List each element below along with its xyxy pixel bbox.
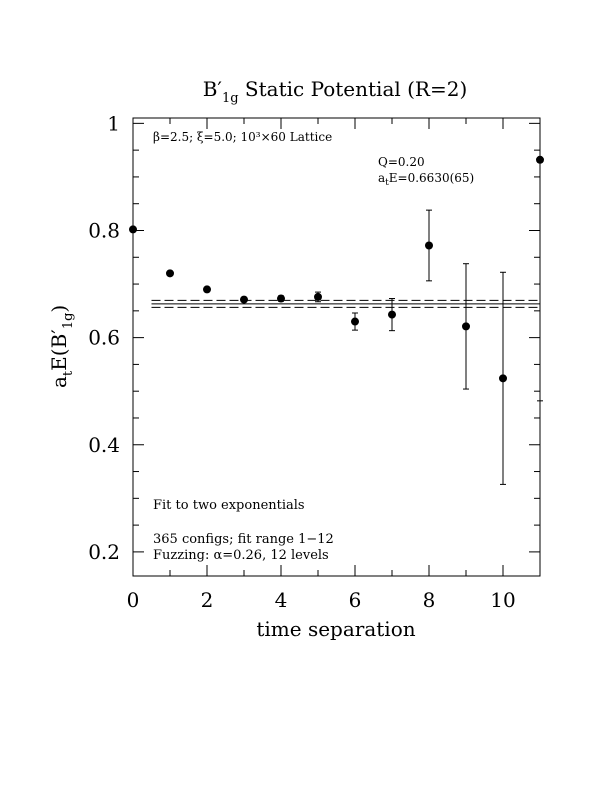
fuzzing-annotation: Fuzzing: α=0.26, 12 levels (153, 548, 329, 563)
x-axis-label: time separation (256, 617, 415, 641)
data-point (166, 269, 174, 278)
lattice-annotation: β=2.5; ξ=5.0; 10³×60 Lattice (153, 130, 332, 144)
ylabel-prime: ′ (47, 329, 71, 334)
x-tick-label: 10 (490, 588, 515, 612)
title-rest: Static Potential (R=2) (239, 77, 468, 101)
ylabel-sub2: 1g (61, 313, 76, 330)
ylabel-main: a (47, 376, 71, 388)
fit-band (151, 299, 540, 308)
title-prime: ′ (217, 77, 222, 101)
data-point (499, 374, 507, 383)
data-points (129, 155, 544, 383)
y-tick-label: 1 (107, 111, 120, 135)
x-tick-label: 4 (275, 588, 288, 612)
y-tick-label: 0.6 (88, 326, 120, 350)
y-tick-label: 0.4 (88, 433, 120, 457)
data-point (351, 317, 359, 326)
x-tick-label: 2 (201, 588, 214, 612)
data-point (203, 285, 211, 294)
configs-annotation: 365 configs; fit range 1−12 (153, 532, 334, 547)
data-point (462, 322, 470, 331)
data-point (277, 294, 285, 303)
axis-tick-labels: 0 2 4 6 8 10 0.2 0.4 0.6 0.8 1 (88, 111, 516, 612)
y-axis-label: atE(B′1g) (47, 305, 76, 388)
energy-a: a (378, 171, 385, 185)
y-tick-label: 0.2 (88, 540, 120, 564)
y-tick-label: 0.8 (88, 218, 120, 242)
data-point (129, 225, 137, 234)
chart-title: B′1g Static Potential (R=2) (203, 77, 468, 106)
ylabel-end: ) (47, 305, 71, 313)
energy-t: t (385, 178, 389, 188)
title-sub: 1g (222, 91, 239, 106)
x-tick-label: 0 (127, 588, 140, 612)
energy-annotation: atE=0.6630(65) (378, 171, 474, 188)
fit-type-annotation: Fit to two exponentials (153, 498, 305, 513)
ylabel-mid: E(B (47, 334, 71, 371)
data-point (388, 310, 396, 319)
x-tick-label: 8 (423, 588, 436, 612)
axis-ticks (132, 118, 541, 576)
title-main: B (203, 77, 218, 101)
x-tick-label: 6 (349, 588, 362, 612)
data-point (314, 292, 322, 301)
error-bars (167, 118, 543, 485)
ylabel-sub1: t (61, 370, 76, 376)
data-point (536, 155, 544, 164)
data-point (240, 295, 248, 304)
energy-rest: E=0.6630(65) (389, 171, 474, 185)
q-annotation: Q=0.20 (378, 155, 425, 169)
data-point (425, 241, 433, 250)
